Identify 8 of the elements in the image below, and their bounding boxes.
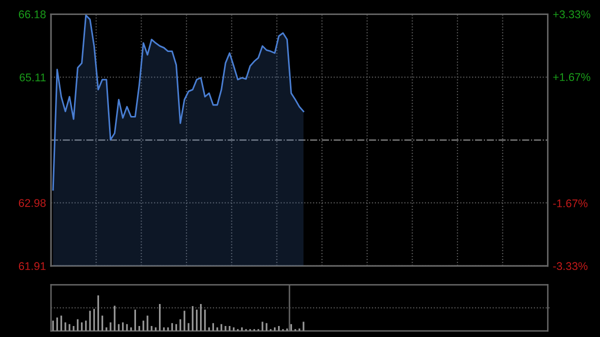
y2-tick-label: +3.33% (553, 10, 590, 18)
y-tick-label: 62.98 (18, 199, 46, 207)
y2-tick-label: -3.33% (553, 262, 588, 270)
y2-tick-label: +1.67% (553, 73, 590, 82)
y-tick-label: 66.18 (18, 10, 46, 18)
y-tick-label: 61.91 (18, 262, 46, 270)
y-tick-label: 65.11 (20, 74, 46, 82)
y2-tick-label: -1.67% (553, 199, 588, 208)
